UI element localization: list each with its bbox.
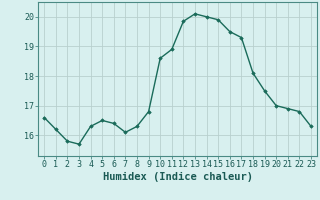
X-axis label: Humidex (Indice chaleur): Humidex (Indice chaleur): [103, 172, 252, 182]
